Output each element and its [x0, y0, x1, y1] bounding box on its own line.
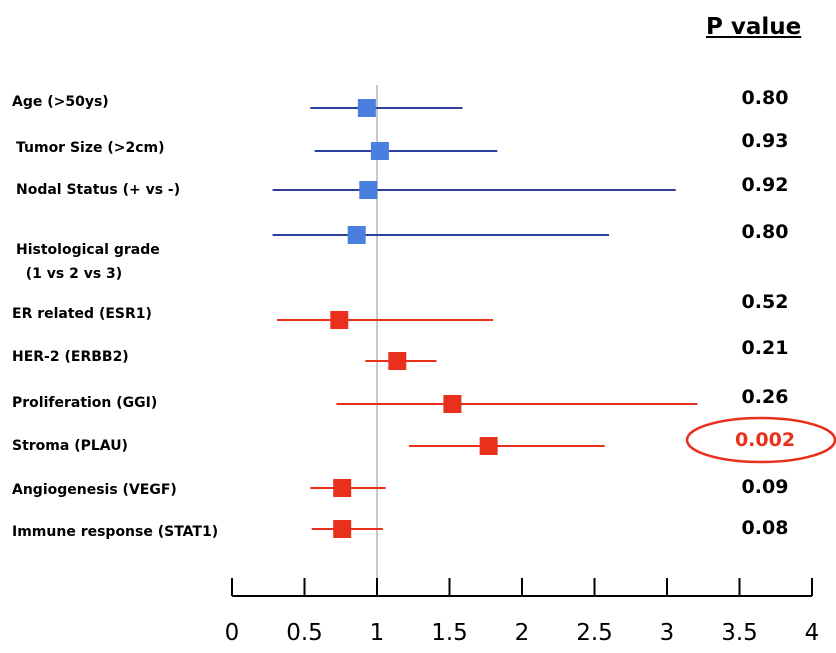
estimate-marker	[479, 437, 498, 455]
row-label: Age (>50ys)	[12, 94, 109, 110]
p-value: 0.08	[741, 517, 789, 539]
estimate-marker	[359, 181, 378, 199]
x-tick-label: 0.5	[286, 620, 323, 646]
p-value: 0.92	[741, 174, 789, 196]
x-tick-label: 0	[224, 620, 240, 646]
p-value: 0.80	[741, 221, 789, 243]
estimate-marker	[370, 142, 389, 160]
estimate-marker	[333, 520, 352, 538]
p-value-title: P value	[706, 14, 802, 40]
x-tick-label: 3	[659, 620, 675, 646]
estimate-marker	[330, 311, 349, 329]
p-value: 0.52	[741, 291, 789, 313]
row-label: ER related (ESR1)	[12, 306, 152, 322]
row-label: Stroma (PLAU)	[12, 438, 128, 454]
p-value: 0.80	[741, 87, 789, 109]
p-value: 0.26	[741, 386, 789, 408]
row-label: Nodal Status (+ vs -)	[16, 182, 181, 198]
row-label: Tumor Size (>2cm)	[16, 140, 165, 156]
highlight-circle	[685, 416, 836, 464]
x-tick-label: 2.5	[576, 620, 613, 646]
p-value: 0.09	[741, 476, 789, 498]
estimate-marker	[443, 395, 462, 413]
row-label: HER-2 (ERBB2)	[12, 349, 129, 365]
row-label: Immune response (STAT1)	[12, 524, 219, 540]
estimate-marker	[347, 226, 366, 244]
estimate-marker	[333, 479, 352, 497]
x-tick-label: 1	[369, 620, 385, 646]
p-value: 0.21	[741, 337, 789, 359]
row-label: Angiogenesis (VEGF)	[12, 482, 177, 498]
x-tick-label: 3.5	[721, 620, 758, 646]
row-label: Proliferation (GGI)	[12, 395, 158, 411]
x-tick-label: 4	[804, 620, 820, 646]
estimate-marker	[388, 352, 407, 370]
p-value: 0.93	[741, 130, 789, 152]
row-label: Histological grade (1 vs 2 vs 3)	[16, 242, 160, 282]
x-tick-label: 1.5	[431, 620, 468, 646]
estimate-marker	[357, 99, 376, 117]
p-value: 0.002	[734, 429, 796, 451]
x-tick-label: 2	[514, 620, 530, 646]
